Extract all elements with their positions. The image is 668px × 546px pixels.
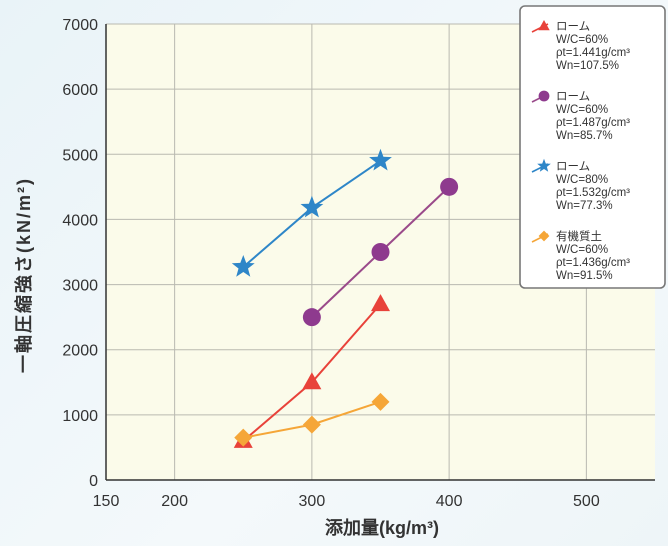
tick-labels: 150 200 300 400 5000100020003000400050006000…: [62, 17, 599, 510]
y-tick-label: 6000: [62, 82, 98, 99]
y-tick-label: 4000: [62, 212, 98, 229]
legend-entries: ロームW/C=60%ρt=1.441g/cm³Wn=107.5%ロームW/C=6…: [531, 20, 630, 282]
legend-marker-circle-icon: [538, 90, 550, 102]
data-point-star: [231, 255, 255, 277]
data-point-diamond: [302, 415, 321, 434]
legend-detail: ρt=1.487g/cm³: [556, 117, 630, 129]
legend: ロームW/C=60%ρt=1.441g/cm³Wn=107.5%ロームW/C=6…: [519, 5, 666, 289]
x-tick-label: 300: [299, 493, 326, 510]
data-point-circle: [371, 243, 390, 261]
data-point-triangle: [302, 372, 322, 390]
y-tick-label: 3000: [62, 278, 98, 295]
x-tick-label: 500: [573, 493, 600, 510]
data-point-triangle: [371, 294, 390, 312]
x-tick-label: 200: [161, 493, 188, 510]
legend-detail: ρt=1.436g/cm³: [556, 257, 630, 269]
data-point-star: [300, 195, 324, 218]
legend-series-name: ローム: [556, 90, 590, 103]
legend-detail: ρt=1.441g/cm³: [556, 47, 630, 59]
y-tick-label: 7000: [62, 17, 98, 34]
legend-box: [519, 5, 666, 289]
legend-detail: W/C=60%: [556, 104, 608, 116]
y-tick-label: 1000: [62, 408, 98, 425]
data-markers: [231, 148, 459, 448]
legend-detail: Wn=91.5%: [556, 270, 613, 282]
x-tick-label: 400: [436, 493, 463, 510]
data-point-star: [369, 148, 392, 171]
legend-marker-diamond-icon: [538, 230, 550, 242]
axes: [105, 24, 655, 481]
legend-detail: Wn=77.3%: [556, 200, 613, 212]
y-tick-label: 0: [89, 473, 98, 490]
legend-series-name: 有機質土: [556, 229, 602, 243]
legend-marker-star-icon: [537, 158, 551, 172]
data-point-diamond: [234, 428, 253, 447]
legend-series-name: ローム: [556, 20, 590, 33]
x-axis-label: 添加量(kg/m³): [325, 517, 439, 538]
data-point-circle: [302, 308, 321, 327]
y-tick-label: 5000: [62, 147, 98, 164]
legend-detail: W/C=60%: [556, 244, 608, 256]
data-point-circle: [440, 177, 459, 196]
legend-detail: ρt=1.532g/cm³: [556, 187, 630, 199]
legend-series-name: ローム: [556, 160, 590, 173]
data-point-diamond: [371, 392, 390, 411]
x-tick-label: 150: [93, 493, 120, 510]
y-tick-label: 2000: [62, 343, 98, 360]
legend-detail: Wn=107.5%: [556, 60, 619, 72]
legend-marker-triangle-icon: [538, 20, 550, 31]
legend-detail: W/C=60%: [556, 34, 608, 46]
legend-detail: W/C=80%: [556, 174, 608, 186]
legend-detail: Wn=85.7%: [556, 130, 613, 142]
y-axis-label: 一軸圧縮強さ(kN/m²): [13, 177, 34, 373]
